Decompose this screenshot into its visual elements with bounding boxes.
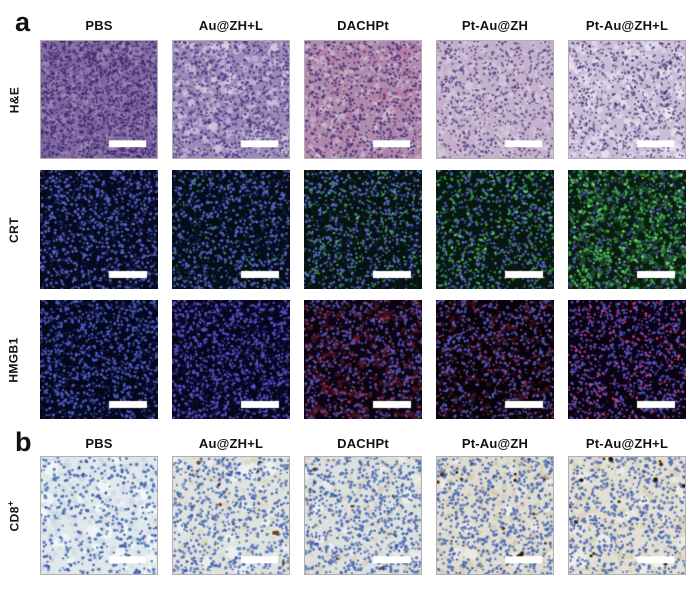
column-header-pt-au-zh: Pt-Au@ZH — [461, 435, 529, 451]
column-header-pt-au-zh-l: Pt-Au@ZH+L — [585, 17, 669, 33]
micrograph-he-pt-au-zh — [436, 40, 554, 159]
row-label-hmgb1: HMGB1 — [7, 336, 21, 383]
panel-a-label: a — [15, 7, 31, 37]
micrograph-he-dachpt — [304, 40, 422, 159]
row-hmgb1: HMGB1 — [0, 300, 700, 419]
micrograph-he-au-zh-l — [172, 40, 290, 159]
micrograph-crt-pt-au-zh-l — [568, 170, 686, 289]
column-header-dachpt: DACHPt — [337, 17, 389, 33]
column-header-dachpt: DACHPt — [337, 435, 389, 451]
panel-b-header: b PBS Au@ZH+L DACHPt Pt-Au@ZH Pt-Au@ZH+L — [0, 427, 700, 457]
micrograph-hmgb1-au-zh-l — [172, 300, 290, 419]
micrograph-he-pbs — [40, 40, 158, 159]
micrograph-cd8-pt-au-zh — [436, 456, 554, 575]
micrograph-hmgb1-pt-au-zh-l — [568, 300, 686, 419]
micrograph-crt-pbs — [40, 170, 158, 289]
micrograph-hmgb1-pt-au-zh — [436, 300, 554, 419]
row-label-he: H&E — [7, 86, 22, 113]
micrograph-crt-dachpt — [304, 170, 422, 289]
row-he: H&E — [0, 40, 700, 159]
column-header-pbs: PBS — [85, 17, 113, 33]
micrograph-hmgb1-dachpt — [304, 300, 422, 419]
column-header-pbs: PBS — [85, 435, 113, 451]
panel-a-header: a PBS Au@ZH+L DACHPt Pt-Au@ZH Pt-Au@ZH+L — [0, 7, 700, 40]
column-header-au-zh-l: Au@ZH+L — [198, 435, 264, 451]
micrograph-cd8-pt-au-zh-l — [568, 456, 686, 575]
micrograph-cd8-pbs — [40, 456, 158, 575]
micrograph-cd8-dachpt — [304, 456, 422, 575]
row-crt: CRT — [0, 170, 700, 289]
row-label-cd8: CD8+ — [5, 500, 21, 531]
panel-b-label: b — [15, 427, 32, 457]
micrograph-crt-au-zh-l — [172, 170, 290, 289]
row-cd8: CD8+ — [0, 456, 700, 575]
micrograph-hmgb1-pbs — [40, 300, 158, 419]
column-header-pt-au-zh: Pt-Au@ZH — [461, 17, 529, 33]
micrograph-cd8-au-zh-l — [172, 456, 290, 575]
micrograph-he-pt-au-zh-l — [568, 40, 686, 159]
column-header-au-zh-l: Au@ZH+L — [198, 17, 264, 33]
column-header-pt-au-zh-l: Pt-Au@ZH+L — [585, 435, 669, 451]
micrograph-crt-pt-au-zh — [436, 170, 554, 289]
row-label-crt: CRT — [7, 216, 21, 243]
